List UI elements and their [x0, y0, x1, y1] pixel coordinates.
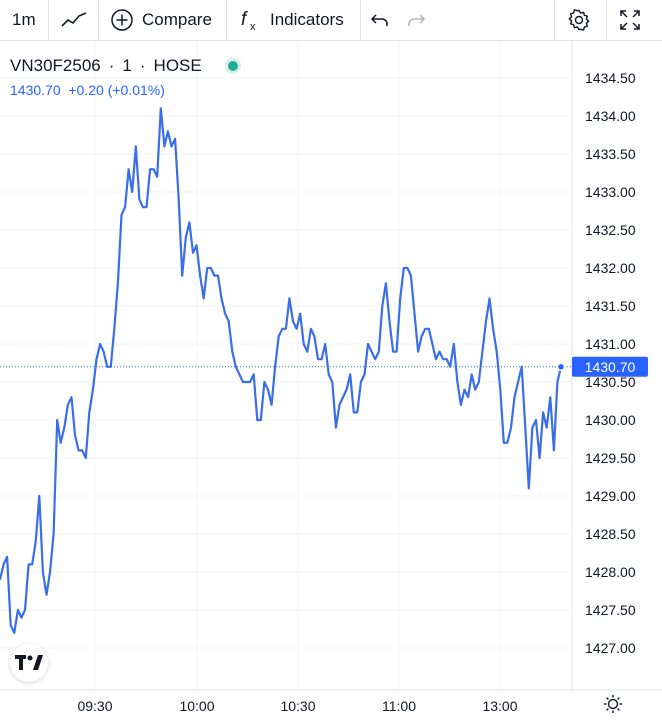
x-tick-label: 13:00 [482, 698, 517, 714]
plus-circle-icon [111, 9, 133, 31]
legend-separator: · [139, 56, 146, 75]
chart-type-button[interactable] [60, 0, 88, 40]
indicators-label: Indicators [270, 10, 344, 29]
time-axis-settings-button[interactable] [604, 695, 622, 713]
y-tick-label: 1434.00 [585, 108, 636, 124]
redo-icon [408, 14, 426, 26]
interval-button[interactable]: 1m [12, 0, 36, 40]
x-tick-label: 11:00 [382, 698, 416, 714]
y-tick-label: 1427.00 [585, 640, 636, 656]
y-tick-label: 1428.50 [585, 526, 636, 542]
toolbar-divider [98, 0, 99, 40]
symbol-name: VN30F2506 [10, 56, 101, 75]
toolbar-divider [360, 0, 361, 40]
y-tick-label: 1427.50 [585, 602, 636, 618]
legend-separator: · [108, 56, 115, 75]
y-tick-label: 1430.50 [585, 374, 636, 390]
symbol-legend[interactable]: VN30F2506 · 1 · HOSE [10, 56, 238, 76]
y-tick-label: 1431.00 [585, 336, 636, 352]
settings-button[interactable] [567, 0, 591, 40]
y-tick-label: 1428.00 [585, 564, 636, 580]
interval-label: 1m [12, 10, 36, 29]
compare-button[interactable]: Compare [110, 0, 212, 40]
last-price-tag: 1430.70 [572, 356, 648, 377]
y-tick-label: 1432.00 [585, 260, 636, 276]
fullscreen-button[interactable] [619, 0, 641, 40]
toolbar-divider [48, 0, 49, 40]
sun-icon [607, 698, 619, 710]
tradingview-logo-icon [15, 655, 43, 670]
top-toolbar: 1m Compare f x Indicators [0, 0, 662, 41]
y-tick-label: 1431.50 [585, 298, 636, 314]
tradingview-logo[interactable] [10, 644, 48, 682]
function-icon: f x [241, 9, 256, 33]
toolbar-divider [226, 0, 227, 40]
svg-text:x: x [250, 21, 256, 33]
y-tick-label: 1434.50 [585, 70, 636, 86]
sun-icon-rays [604, 695, 622, 713]
y-tick-label: 1429.50 [585, 450, 636, 466]
x-tick-label: 09:30 [77, 698, 112, 714]
x-tick-label: 10:30 [280, 698, 315, 714]
y-tick-label: 1430.00 [585, 412, 636, 428]
y-tick-label: 1432.50 [585, 222, 636, 238]
y-tick-label: 1429.00 [585, 488, 636, 504]
price-series-line [0, 107, 563, 634]
last-price-label: 1430.70 [585, 359, 636, 375]
y-tick-label: 1433.00 [585, 184, 636, 200]
indicators-button[interactable]: f x Indicators [240, 0, 344, 40]
redo-button[interactable] [406, 0, 426, 40]
fullscreen-icon [620, 10, 640, 30]
x-tick-label: 10:00 [179, 698, 214, 714]
undo-icon [370, 14, 388, 26]
toolbar-divider [606, 0, 607, 40]
line-chart-icon [61, 12, 87, 27]
exchange-name: HOSE [153, 56, 202, 75]
toolbar-divider [554, 0, 555, 40]
market-status-dot [227, 61, 238, 71]
time-axis[interactable]: 09:30 10:00 10:30 11:00 13:00 [77, 698, 517, 714]
last-price-dot [556, 362, 566, 372]
y-tick-label: 1433.50 [585, 146, 636, 162]
undo-button[interactable] [370, 0, 390, 40]
legend-price-change: 1430.70 +0.20 (+0.01%) [10, 82, 165, 98]
legend-interval: 1 [122, 56, 132, 75]
chart-grid [0, 41, 572, 690]
svg-text:f: f [241, 9, 248, 30]
gear-icon [568, 9, 590, 31]
compare-label: Compare [142, 10, 212, 29]
price-axis[interactable]: 1434.50 1434.00 1433.50 1433.00 1432.50 1432.… [585, 70, 636, 656]
